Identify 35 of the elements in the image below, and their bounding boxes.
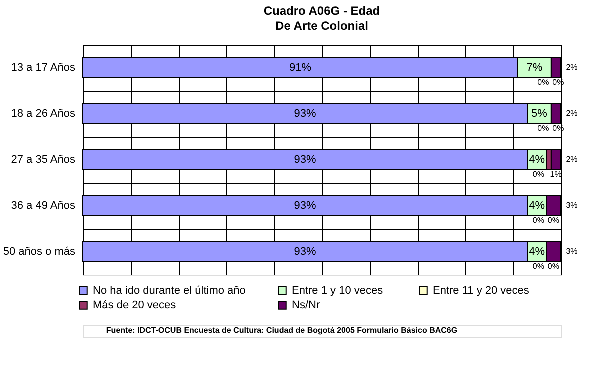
data-label: 93% xyxy=(294,246,316,258)
data-label: 5% xyxy=(532,108,548,120)
data-label: 93% xyxy=(294,154,316,166)
data-label: 0% xyxy=(532,216,544,225)
data-label: 0% xyxy=(538,124,550,133)
data-label: 3% xyxy=(566,201,578,210)
data-label: 0% xyxy=(538,78,550,87)
source-note: Fuente: IDCT-OCUB Encuesta de Cultura: Ciudad de Bogotá 2005 Formulario Básico BAC6G xyxy=(106,326,458,335)
data-label: 2% xyxy=(566,155,578,164)
data-label: 4% xyxy=(529,246,546,258)
legend-label: Ns/Nr xyxy=(292,300,320,312)
data-label: 4% xyxy=(529,154,546,166)
data-label: 7% xyxy=(526,62,543,74)
data-label: 4% xyxy=(529,200,546,212)
data-label: 93% xyxy=(294,200,316,212)
legend-label: Entre 1 y 10 veces xyxy=(292,284,384,297)
data-label: 3% xyxy=(566,247,578,256)
data-label: 91% xyxy=(289,62,312,74)
legend-label: Más de 20 veces xyxy=(93,300,177,312)
data-label: 93% xyxy=(294,108,316,120)
legend-label: Entre 11 y 20 veces xyxy=(433,284,530,297)
data-label: 0% xyxy=(548,262,560,271)
chart-title: Cuadro A06G - Edad xyxy=(264,4,380,18)
data-label: 0% xyxy=(532,262,544,271)
data-label: 2% xyxy=(566,63,578,72)
legend-label: No ha ido durante el último año xyxy=(93,284,246,297)
data-label: 2% xyxy=(566,109,578,118)
y-tick-label: 13 a 17 Años xyxy=(11,62,76,74)
y-tick-label: 36 a 49 Años xyxy=(11,200,76,212)
y-tick-label: 50 años o más xyxy=(3,246,76,258)
chart-subtitle: De Arte Colonial xyxy=(276,19,368,33)
data-label: 0% xyxy=(548,216,560,225)
y-tick-label: 27 a 35 Años xyxy=(11,154,76,166)
data-label: 0% xyxy=(532,170,544,179)
y-tick-label: 18 a 26 Años xyxy=(11,108,76,120)
